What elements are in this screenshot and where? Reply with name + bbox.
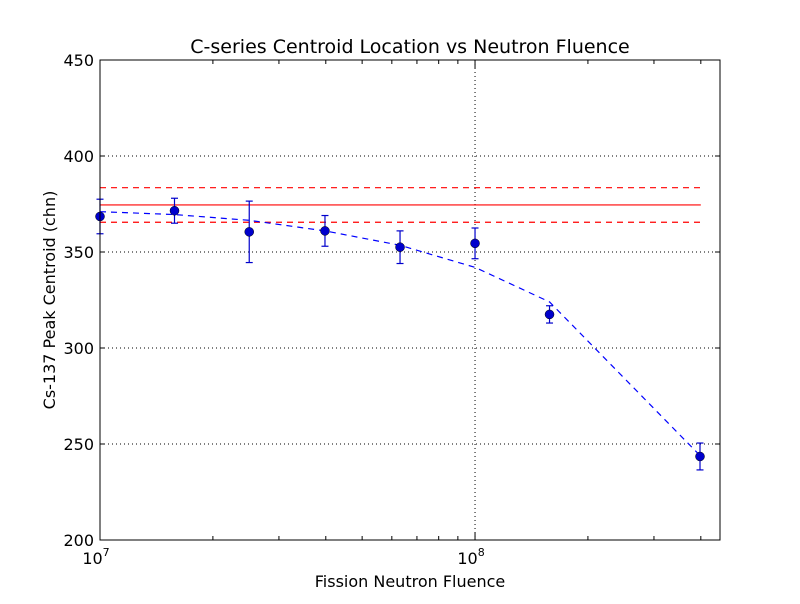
y-tick-label: 250 — [63, 435, 94, 454]
y-tick-label: 350 — [63, 243, 94, 262]
x-tick-label-exponent: 8 — [478, 546, 485, 559]
y-axis-label: Cs-137 Peak Centroid (chn) — [40, 191, 59, 410]
data-point — [320, 226, 330, 236]
data-point — [395, 242, 405, 252]
data-point — [544, 309, 555, 320]
data-points — [95, 205, 705, 462]
chart-title: C-series Centroid Location vs Neutron Fl… — [190, 36, 629, 58]
x-tick-label-base: 10 — [457, 549, 477, 568]
data-point — [695, 451, 705, 462]
fit-line — [99, 211, 701, 456]
y-tick-label: 300 — [63, 339, 94, 358]
fit-curve — [99, 211, 701, 456]
x-axis-label: Fission Neutron Fluence — [315, 572, 506, 591]
x-tick-label: 107 — [82, 546, 109, 568]
axis-ticks — [99, 59, 720, 541]
data-point — [169, 205, 180, 216]
x-tick-label-base: 10 — [82, 549, 102, 568]
grid — [100, 60, 720, 540]
error-bars — [96, 197, 704, 471]
x-tick-label-exponent: 7 — [103, 546, 110, 559]
data-point — [470, 238, 480, 249]
plot-frame — [99, 59, 721, 541]
data-point — [244, 227, 254, 237]
reference-lines — [100, 187, 701, 223]
y-tick-label: 450 — [63, 51, 94, 70]
y-tick-label: 400 — [63, 147, 94, 166]
y-tick-label: 200 — [63, 531, 94, 550]
x-tick-label: 108 — [457, 546, 484, 568]
